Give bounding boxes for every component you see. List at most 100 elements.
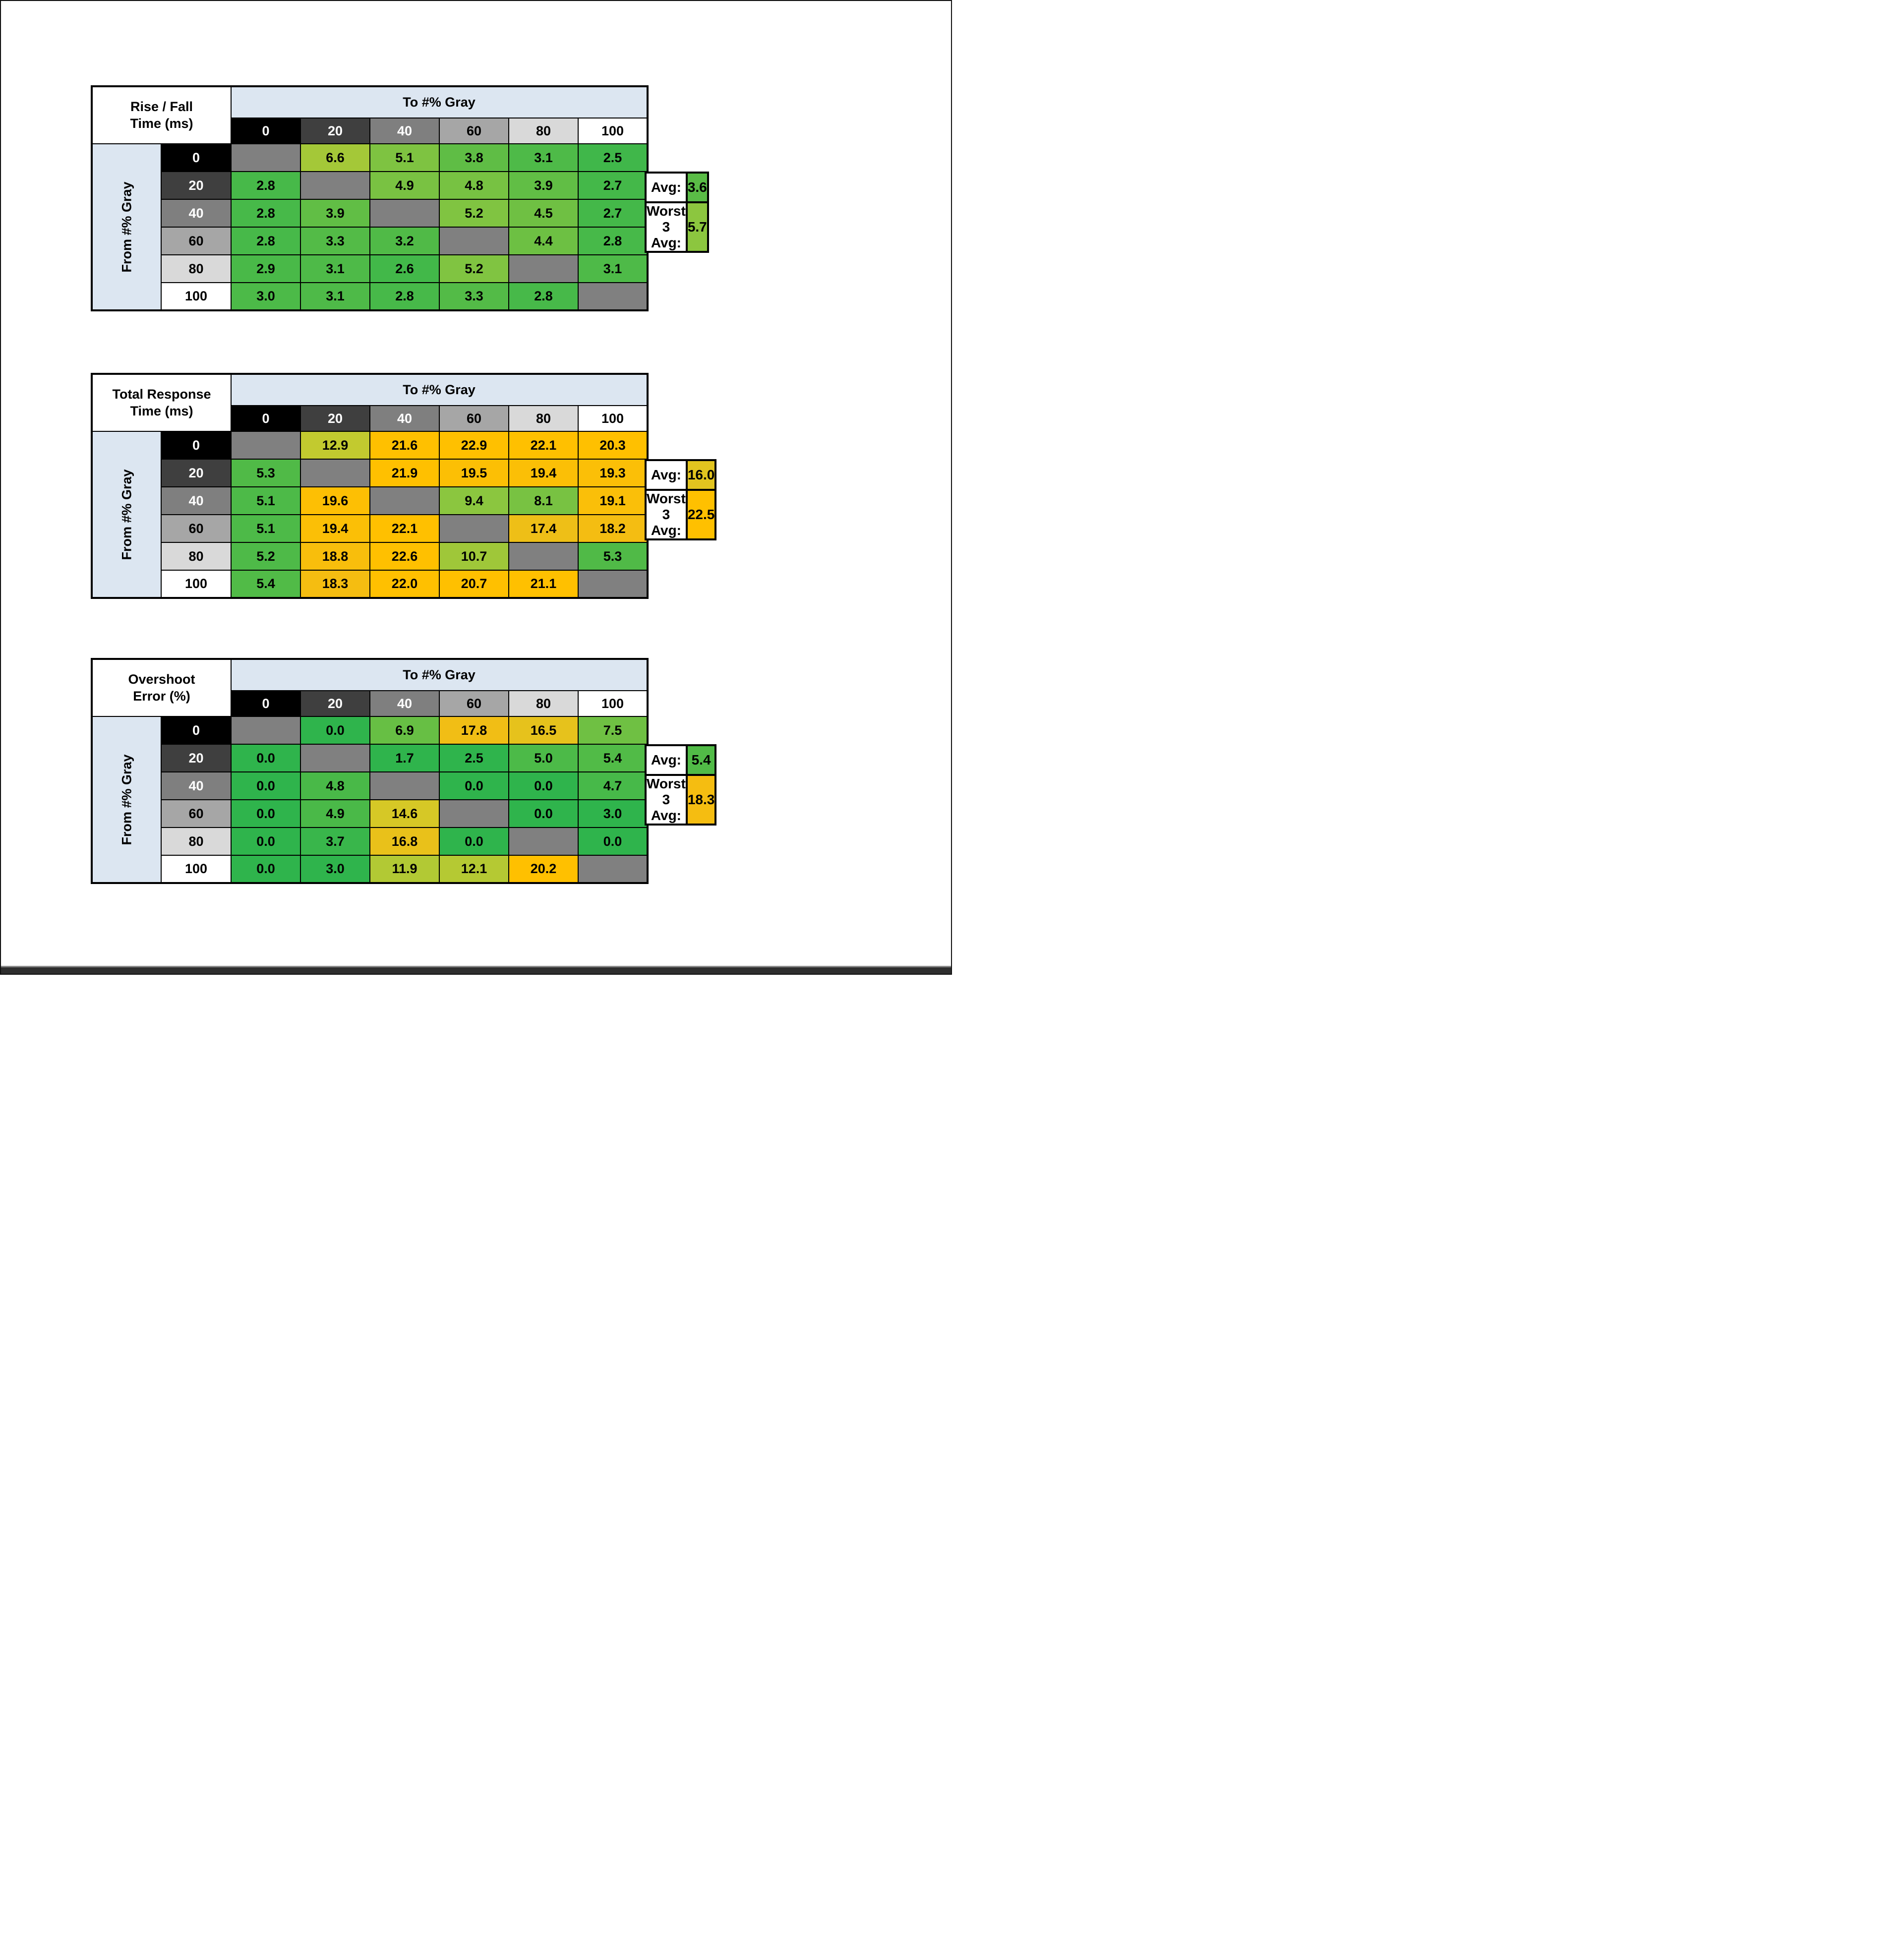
- rise-fall-matrix: Rise / Fall Time (ms) To #% Gray 0 20 40 60 80 1…: [91, 85, 649, 311]
- cell-from60-to0: 2.8: [231, 227, 301, 255]
- overshoot-table-block: Overshoot Error (%) To #% Gray 0 20 40 60 80 100…: [91, 658, 717, 884]
- cell-from60-to0: 0.0: [231, 799, 301, 828]
- cell-from0-to80: 16.5: [508, 716, 579, 745]
- cell-from40-to60: 5.2: [439, 199, 509, 228]
- response-time-report: Rise / Fall Time (ms) To #% Gray 0 20 40 60 80 1…: [0, 0, 952, 975]
- cell-from100-to80: 21.1: [508, 570, 579, 598]
- cell-from80-to60: 5.2: [439, 254, 509, 283]
- cell-from100-to20: 3.0: [300, 855, 370, 884]
- col-header-80: 80: [508, 690, 579, 717]
- cell-from20-to0: 2.8: [231, 171, 301, 200]
- col-header-0: 0: [231, 690, 301, 717]
- diagonal-cell: [369, 199, 440, 228]
- cell-from100-to60: 12.1: [439, 855, 509, 884]
- cell-from100-to0: 0.0: [231, 855, 301, 884]
- cell-from100-to20: 18.3: [300, 570, 370, 598]
- row-header-60: 60: [161, 799, 232, 828]
- summary-box: Avg: 3.6 Worst 3 Avg: 5.7: [645, 172, 709, 253]
- cell-from20-to100: 5.4: [578, 744, 648, 772]
- cell-from80-to20: 3.7: [300, 827, 370, 856]
- col-header-0: 0: [231, 405, 301, 432]
- matrix-table-0: Rise / Fall Time (ms) To #% Gray 0 20 40 60 80 1…: [91, 85, 649, 311]
- rise-fall-table-block: Rise / Fall Time (ms) To #% Gray 0 20 40 60 80 1…: [91, 85, 709, 311]
- cell-from100-to40: 11.9: [369, 855, 440, 884]
- diagonal-cell: [578, 855, 648, 884]
- cell-from20-to80: 19.4: [508, 459, 579, 487]
- diagonal-cell: [231, 716, 301, 745]
- cell-from80-to40: 22.6: [369, 542, 440, 571]
- diagonal-cell: [300, 744, 370, 772]
- cell-from40-to60: 0.0: [439, 771, 509, 800]
- row-axis-title: From #% Gray: [91, 431, 162, 598]
- cell-from60-to100: 2.8: [578, 227, 648, 255]
- cell-from40-to80: 4.5: [508, 199, 579, 228]
- col-header-40: 40: [369, 405, 440, 432]
- row-header-0: 0: [161, 143, 232, 172]
- cell-from0-to20: 0.0: [300, 716, 370, 745]
- cell-from20-to80: 3.9: [508, 171, 579, 200]
- cell-from60-to40: 14.6: [369, 799, 440, 828]
- total-response-table-block: Total Response Time (ms) To #% Gray 0 20 40 60…: [91, 373, 717, 599]
- cell-from0-to60: 17.8: [439, 716, 509, 745]
- cell-from40-to60: 9.4: [439, 486, 509, 515]
- worst3-avg-label: Worst 3 Avg:: [645, 774, 688, 826]
- cell-from20-to40: 21.9: [369, 459, 440, 487]
- cell-from80-to100: 3.1: [578, 254, 648, 283]
- cell-from100-to40: 2.8: [369, 282, 440, 311]
- diagonal-cell: [369, 771, 440, 800]
- worst3-avg-label: Worst 3 Avg:: [645, 201, 688, 253]
- cell-from40-to20: 3.9: [300, 199, 370, 228]
- cell-from20-to100: 19.3: [578, 459, 648, 487]
- avg-label: Avg:: [645, 459, 688, 491]
- table-title: Total Response Time (ms): [91, 373, 232, 432]
- cell-from60-to40: 3.2: [369, 227, 440, 255]
- cell-from0-to100: 7.5: [578, 716, 648, 745]
- cell-from100-to0: 3.0: [231, 282, 301, 311]
- col-header-100: 100: [578, 118, 648, 144]
- cell-from20-to0: 5.3: [231, 459, 301, 487]
- cell-from40-to0: 5.1: [231, 486, 301, 515]
- col-header-20: 20: [300, 690, 370, 717]
- row-header-40: 40: [161, 771, 232, 800]
- cell-from60-to100: 3.0: [578, 799, 648, 828]
- cell-from60-to40: 22.1: [369, 514, 440, 543]
- cell-from0-to100: 20.3: [578, 431, 648, 460]
- col-header-60: 60: [439, 118, 509, 144]
- cell-from40-to100: 2.7: [578, 199, 648, 228]
- row-header-0: 0: [161, 431, 232, 460]
- summary-box: Avg: 16.0 Worst 3 Avg: 22.5: [645, 459, 717, 540]
- cell-from40-to20: 4.8: [300, 771, 370, 800]
- col-axis-title: To #% Gray: [231, 658, 648, 691]
- cell-from20-to100: 2.7: [578, 171, 648, 200]
- cell-from20-to60: 2.5: [439, 744, 509, 772]
- row-header-20: 20: [161, 744, 232, 772]
- row-header-40: 40: [161, 486, 232, 515]
- overshoot-summary-panel: Avg: 5.4 Worst 3 Avg: 18.3: [645, 744, 717, 826]
- cell-from80-to0: 2.9: [231, 254, 301, 283]
- col-axis-title: To #% Gray: [231, 373, 648, 406]
- cell-from40-to20: 19.6: [300, 486, 370, 515]
- cell-from40-to0: 0.0: [231, 771, 301, 800]
- diagonal-cell: [300, 171, 370, 200]
- window-bottom-edge: [1, 966, 951, 974]
- cell-from80-to20: 18.8: [300, 542, 370, 571]
- cell-from100-to80: 20.2: [508, 855, 579, 884]
- cell-from40-to100: 4.7: [578, 771, 648, 800]
- total-response-summary-panel: Avg: 16.0 Worst 3 Avg: 22.5: [645, 459, 717, 540]
- worst3-avg-value: 22.5: [685, 489, 717, 540]
- worst3-avg-label: Worst 3 Avg:: [645, 489, 688, 540]
- cell-from80-to100: 5.3: [578, 542, 648, 571]
- col-header-20: 20: [300, 118, 370, 144]
- cell-from0-to40: 21.6: [369, 431, 440, 460]
- matrix-table-2: Overshoot Error (%) To #% Gray 0 20 40 60 80 100…: [91, 658, 649, 884]
- cell-from0-to40: 6.9: [369, 716, 440, 745]
- cell-from0-to20: 12.9: [300, 431, 370, 460]
- row-header-60: 60: [161, 514, 232, 543]
- cell-from0-to80: 22.1: [508, 431, 579, 460]
- row-header-60: 60: [161, 227, 232, 255]
- avg-value: 5.4: [685, 744, 717, 776]
- cell-from60-to80: 0.0: [508, 799, 579, 828]
- col-header-60: 60: [439, 690, 509, 717]
- col-header-60: 60: [439, 405, 509, 432]
- worst3-avg-value: 5.7: [685, 201, 709, 253]
